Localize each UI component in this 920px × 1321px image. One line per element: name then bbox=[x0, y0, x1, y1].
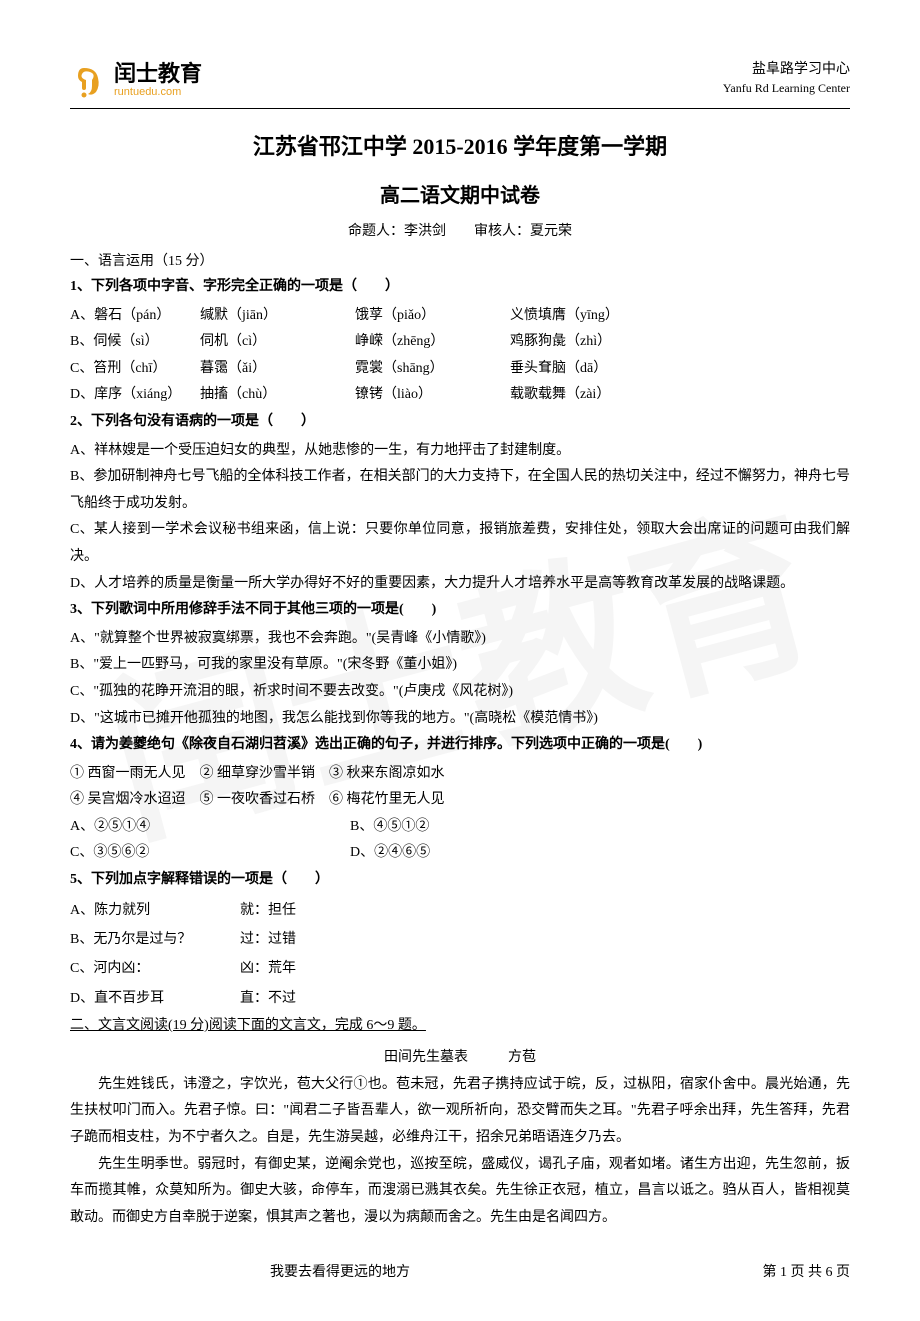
q4-row-cd: C、③⑤⑥② D、②④⑥⑤ bbox=[70, 840, 850, 867]
q3-opt-b: B、"爱上一匹野马，可我的家里没有草原。"(宋冬野《董小姐》) bbox=[70, 652, 850, 679]
q1-opt-b: B、伺候（sì） 伺机（cì） 峥嵘（zhēng） 鸡豚狗彘（zhì） bbox=[70, 329, 850, 356]
q2-stem: 2、下列各句没有语病的一项是（ ） bbox=[70, 409, 850, 436]
section-2-header: 二、文言文阅读(19 分)阅读下面的文言文，完成 6～9 题。 bbox=[70, 1018, 426, 1033]
q5-opt-a: A、陈力就列 就：担任 bbox=[70, 896, 850, 925]
q3-opt-c: C、"孤独的花睁开流泪的眼，祈求时间不要去改变。"(卢庚戌《风花树》) bbox=[70, 679, 850, 706]
q2-opt-c: C、某人接到一学术会议秘书组来函，信上说：只要你单位同意，报销旅差费，安排住处，… bbox=[70, 517, 850, 570]
logo-icon bbox=[70, 60, 110, 100]
header-right: 盐阜路学习中心 Yanfu Rd Learning Center bbox=[723, 60, 850, 96]
footer-slogan: 我要去看得更远的地方 bbox=[270, 1261, 410, 1281]
footer-page: 第 1 页 共 6 页 bbox=[763, 1261, 851, 1281]
section-1-header: 一、语言运用（15 分） bbox=[70, 250, 850, 270]
q1-stem: 1、下列各项中字音、字形完全正确的一项是（ ） bbox=[70, 274, 850, 301]
q5-stem: 5、下列加点字解释错误的一项是（ ） bbox=[70, 867, 850, 894]
passage-p2: 先生生明季世。弱冠时，有御史某，逆阉余党也，巡按至皖，盛威仪，谒孔子庙，观者如堵… bbox=[70, 1152, 850, 1232]
q4-stem: 4、请为姜夔绝句《除夜自石湖归苕溪》选出正确的句子，并进行排序。下列选项中正确的… bbox=[70, 732, 850, 759]
authors-line: 命题人：李洪剑 审核人：夏元荣 bbox=[70, 220, 850, 240]
title-main: 江苏省邗江中学 2015-2016 学年度第一学期 bbox=[70, 129, 850, 161]
page-header: 闰士教育 runtuedu.com 盐阜路学习中心 Yanfu Rd Learn… bbox=[70, 60, 850, 109]
center-name-en: Yanfu Rd Learning Center bbox=[723, 80, 850, 97]
page-content: 闰士教育 runtuedu.com 盐阜路学习中心 Yanfu Rd Learn… bbox=[70, 60, 850, 1281]
q4-row-ab: A、②⑤①④ B、④⑤①② bbox=[70, 814, 850, 841]
q3-stem: 3、下列歌词中所用修辞手法不同于其他三项的一项是( ) bbox=[70, 597, 850, 624]
page-footer: 我要去看得更远的地方 第 1 页 共 6 页 bbox=[70, 1261, 850, 1281]
passage-p1: 先生姓钱氏，讳澄之，字饮光，苞大父行①也。苞未冠，先君子携持应试于皖，反，过枞阳… bbox=[70, 1072, 850, 1152]
q5-opt-c: C、河内凶： 凶：荒年 bbox=[70, 954, 850, 983]
q2-opt-b: B、参加研制神舟七号飞船的全体科技工作者，在相关部门的大力支持下，在全国人民的热… bbox=[70, 464, 850, 517]
q4-items-1: ① 西窗一雨无人见 ② 细草穿沙雪半销 ③ 秋来东阁凉如水 bbox=[70, 761, 850, 788]
q5-opt-b: B、无乃尔是过与？ 过：过错 bbox=[70, 925, 850, 954]
q3-opt-a: A、"就算整个世界被寂寞绑票，我也不会奔跑。"(吴青峰《小情歌》) bbox=[70, 626, 850, 653]
q1-opt-d: D、庠序（xiáng） 抽搐（chù） 镣铐（liào） 载歌载舞（zài） bbox=[70, 382, 850, 409]
logo-text: 闰士教育 runtuedu.com bbox=[114, 62, 202, 98]
q2-opt-d: D、人才培养的质量是衡量一所大学办得好不好的重要因素，大力提升人才培养水平是高等… bbox=[70, 571, 850, 598]
essay-title: 田间先生墓表方苞 bbox=[70, 1046, 850, 1066]
title-sub: 高二语文期中试卷 bbox=[70, 179, 850, 208]
q3-opt-d: D、"这城市已摊开他孤独的地图，我怎么能找到你等我的地方。"(高晓松《模范情书》… bbox=[70, 706, 850, 733]
q1-opt-c: C、笞刑（chī） 暮霭（ǎi） 霓裳（shāng） 垂头耷脑（dā） bbox=[70, 356, 850, 383]
logo-cn: 闰士教育 bbox=[114, 62, 202, 86]
center-name-cn: 盐阜路学习中心 bbox=[723, 60, 850, 80]
q1-opt-a: A、磐石（pán） 缄默（jiān） 饿莩（piǎo） 义愤填膺（yīng） bbox=[70, 303, 850, 330]
q4-items-2: ④ 吴宫烟冷水迢迢 ⑤ 一夜吹香过石桥 ⑥ 梅花竹里无人见 bbox=[70, 787, 850, 814]
logo-block: 闰士教育 runtuedu.com bbox=[70, 60, 202, 100]
logo-url: runtuedu.com bbox=[114, 86, 202, 98]
q2-opt-a: A、祥林嫂是一个受压迫妇女的典型，从她悲惨的一生，有力地抨击了封建制度。 bbox=[70, 438, 850, 465]
q5-opt-d: D、直不百步耳 直：不过 bbox=[70, 984, 850, 1013]
